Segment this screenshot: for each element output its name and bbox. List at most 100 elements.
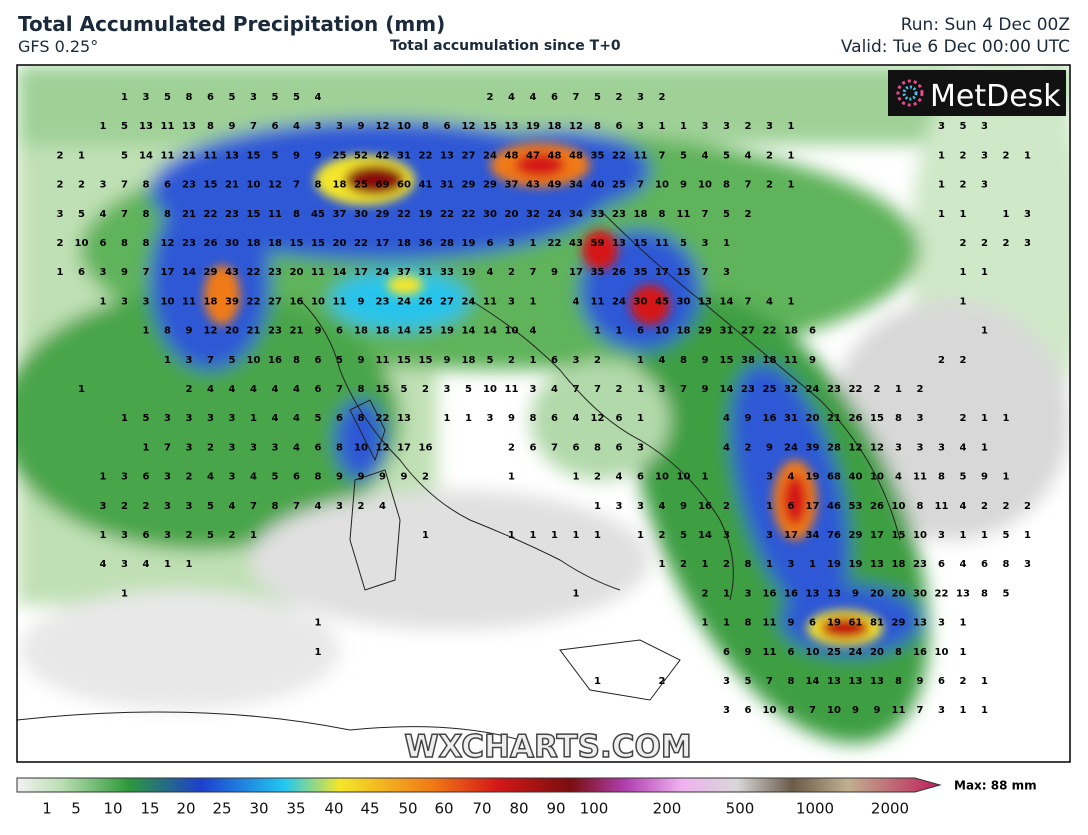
grid-value: 7	[207, 355, 214, 366]
grid-value: 11	[483, 296, 497, 307]
grid-values: 1 3 5 8 6 5 3 5 5 4 2 4 4 6 7 5 2 3 21 5 13 11 13 8 9 7 6 4 3 3 9 12 10 8…	[57, 92, 1032, 716]
grid-value: 2	[57, 150, 64, 161]
grid-value: 2	[508, 355, 515, 366]
grid-value: 29	[483, 180, 497, 191]
grid-value: 23	[182, 180, 196, 191]
grid-value: 9	[981, 472, 988, 483]
grid-value: 1	[530, 296, 537, 307]
grid-value: 20	[225, 326, 239, 337]
grid-value: 9	[186, 326, 193, 337]
grid-value: 3	[938, 121, 945, 132]
grid-value: 3	[272, 442, 279, 453]
grid-value: 11	[182, 296, 196, 307]
grid-value: 9	[401, 472, 408, 483]
grid-value: 2	[723, 559, 730, 570]
grid-value: 1	[508, 472, 515, 483]
grid-value: 19	[526, 121, 540, 132]
grid-value: 13	[956, 588, 970, 599]
grid-value: 43	[569, 238, 583, 249]
colorbar-label: 50	[398, 800, 417, 818]
grid-value: 4	[143, 559, 150, 570]
grid-value: 29	[698, 326, 712, 337]
grid-value: 9	[379, 472, 386, 483]
grid-value: 9	[874, 705, 881, 716]
grid-value: 2	[1003, 150, 1010, 161]
grid-value: 6	[293, 472, 300, 483]
grid-value: 4	[530, 326, 537, 337]
colorbar-label: 200	[653, 800, 682, 818]
grid-value: 4	[960, 442, 967, 453]
grid-value: 6	[616, 442, 623, 453]
grid-value: 2	[508, 442, 515, 453]
grid-value: 29	[462, 180, 476, 191]
grid-value: 48	[505, 150, 519, 161]
grid-value: 1	[121, 92, 128, 103]
grid-value: 30	[483, 209, 497, 220]
grid-value: 9	[444, 355, 451, 366]
grid-value: 22	[397, 209, 411, 220]
grid-value: 7	[809, 705, 816, 716]
grid-value: 1	[702, 618, 709, 629]
grid-value: 5	[594, 92, 601, 103]
grid-value: 2	[1024, 501, 1031, 512]
grid-value: 4	[315, 92, 322, 103]
grid-value: 45	[655, 296, 669, 307]
grid-value: 24	[849, 647, 863, 658]
grid-value: 1	[981, 326, 988, 337]
grid-value: 3	[186, 501, 193, 512]
max-label: Max: 88 mm	[954, 779, 1037, 793]
grid-value: 9	[745, 413, 752, 424]
grid-value: 10	[892, 501, 906, 512]
grid-value: 1	[594, 530, 601, 541]
grid-value: 12	[569, 121, 583, 132]
grid-value: 1	[637, 530, 644, 541]
grid-value: 6	[164, 180, 171, 191]
grid-value: 3	[121, 296, 128, 307]
grid-value: 8	[530, 413, 537, 424]
grid-value: 76	[827, 530, 841, 541]
grid-value: 14	[182, 267, 196, 278]
subtitle: Total accumulation since T+0	[390, 38, 621, 54]
grid-value: 8	[293, 355, 300, 366]
grid-value: 19	[462, 238, 476, 249]
grid-value: 3	[723, 267, 730, 278]
grid-value: 6	[809, 326, 816, 337]
grid-value: 1	[594, 326, 601, 337]
colorbar-label: 30	[249, 800, 268, 818]
grid-value: 10	[505, 326, 519, 337]
grid-value: 21	[290, 326, 304, 337]
grid-value: 13	[397, 413, 411, 424]
grid-value: 4	[573, 296, 580, 307]
grid-value: 2	[659, 530, 666, 541]
grid-value: 9	[702, 384, 709, 395]
grid-value: 9	[229, 121, 236, 132]
grid-value: 22	[419, 150, 433, 161]
grid-value: 6	[938, 559, 945, 570]
grid-value: 8	[594, 121, 601, 132]
grid-value: 13	[440, 150, 454, 161]
grid-value: 9	[788, 618, 795, 629]
grid-value: 6	[938, 676, 945, 687]
grid-value: 5	[1003, 530, 1010, 541]
grid-value: 30	[913, 588, 927, 599]
grid-value: 11	[784, 355, 798, 366]
grid-value: 11	[892, 705, 906, 716]
grid-value: 1	[1003, 472, 1010, 483]
grid-value: 26	[870, 501, 884, 512]
grid-value: 7	[530, 267, 537, 278]
grid-value: 5	[960, 472, 967, 483]
grid-value: 3	[723, 530, 730, 541]
grid-value: 1	[164, 355, 171, 366]
grid-value: 5	[229, 92, 236, 103]
grid-value: 22	[548, 238, 562, 249]
grid-value: 43	[225, 267, 239, 278]
grid-value: 30	[354, 209, 368, 220]
grid-value: 2	[616, 384, 623, 395]
grid-value: 8	[143, 209, 150, 220]
grid-value: 4	[272, 384, 279, 395]
grid-value: 1	[100, 530, 107, 541]
grid-value: 16	[419, 442, 433, 453]
grid-value: 1	[250, 413, 257, 424]
grid-value: 5	[207, 501, 214, 512]
colorbar-label: 70	[472, 800, 491, 818]
